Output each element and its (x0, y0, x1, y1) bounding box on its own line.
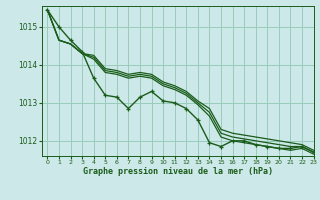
X-axis label: Graphe pression niveau de la mer (hPa): Graphe pression niveau de la mer (hPa) (83, 167, 273, 176)
